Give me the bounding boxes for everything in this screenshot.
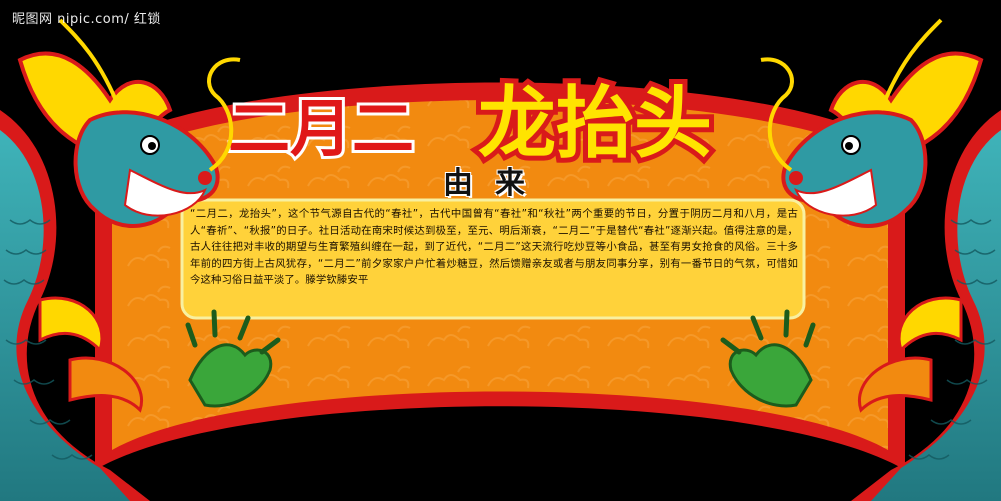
body-text: “二月二，龙抬头”，这个节气源自古代的“春社”，古代中国曾有“春社”和“秋社”两… bbox=[190, 208, 798, 287]
title-part1: 二月二 bbox=[228, 92, 414, 165]
dragon-left bbox=[0, 18, 281, 501]
claw-right bbox=[720, 309, 816, 408]
subtitle: 由来 bbox=[443, 166, 547, 201]
title-part2: 龙抬头 bbox=[478, 79, 712, 169]
dragon-right bbox=[720, 18, 1001, 501]
text-panel bbox=[180, 198, 806, 320]
banner bbox=[95, 82, 905, 470]
watermark: 昵图网 nipic.com/ 红锁 bbox=[12, 12, 161, 27]
claw-left bbox=[185, 309, 281, 408]
